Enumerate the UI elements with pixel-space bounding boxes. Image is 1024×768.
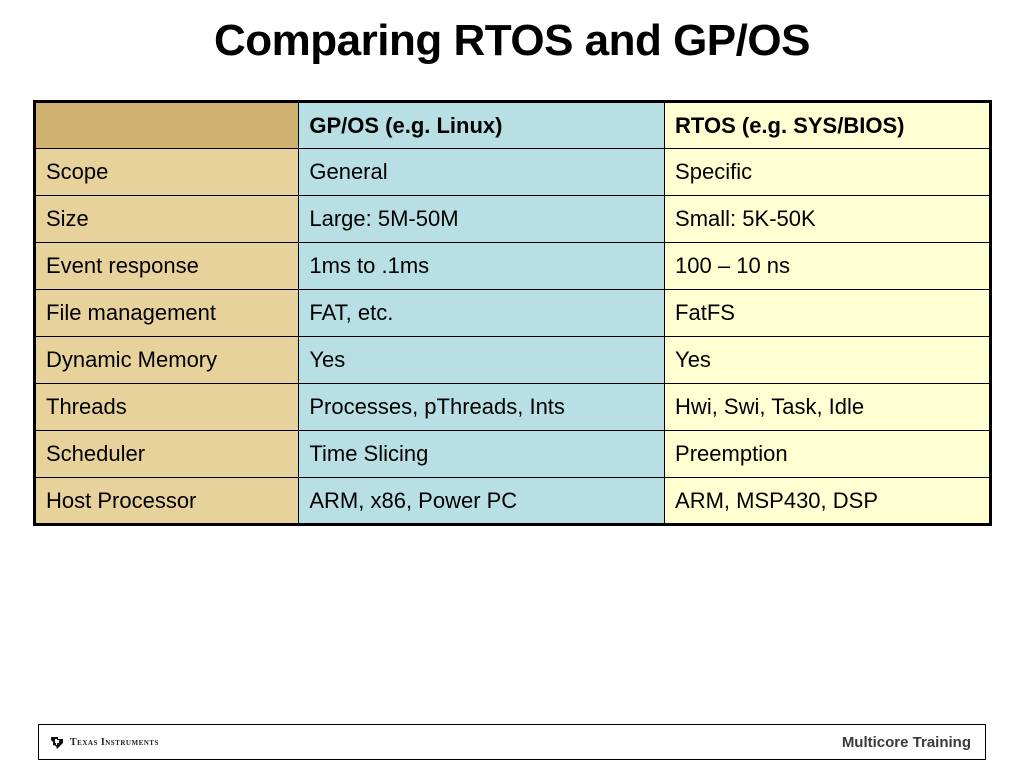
slide-title: Comparing RTOS and GP/OS bbox=[214, 16, 810, 65]
gpos-cell: Large: 5M-50M bbox=[298, 195, 666, 243]
row-label: Threads bbox=[33, 383, 300, 431]
table-row: Event response 1ms to .1ms 100 – 10 ns bbox=[33, 242, 991, 290]
rtos-cell: ARM, MSP430, DSP bbox=[664, 477, 991, 525]
ti-logo-text: Texas Instruments bbox=[70, 736, 159, 748]
row-label: Host Processor bbox=[33, 477, 300, 525]
rtos-cell: Preemption bbox=[664, 430, 991, 478]
row-label: Event response bbox=[33, 242, 300, 290]
gpos-cell: ARM, x86, Power PC bbox=[298, 477, 666, 525]
row-label: Dynamic Memory bbox=[33, 336, 300, 384]
rtos-cell: Small: 5K-50K bbox=[664, 195, 991, 243]
footer-course-label: Multicore Training bbox=[841, 733, 971, 751]
comparison-table: GP/OS (e.g. Linux) RTOS (e.g. SYS/BIOS) … bbox=[33, 100, 992, 526]
rtos-cell: Specific bbox=[664, 148, 991, 196]
table-row: Host Processor ARM, x86, Power PC ARM, M… bbox=[33, 477, 991, 525]
row-label: File management bbox=[33, 289, 300, 337]
gpos-cell: Processes, pThreads, Ints bbox=[298, 383, 666, 431]
gpos-cell: Yes bbox=[298, 336, 666, 384]
row-label: Scope bbox=[33, 148, 300, 196]
rtos-cell: FatFS bbox=[664, 289, 991, 337]
table-row: Dynamic Memory Yes Yes bbox=[33, 336, 991, 384]
rtos-cell: 100 – 10 ns bbox=[664, 242, 991, 290]
ti-logo-icon bbox=[51, 737, 63, 749]
table-header-row: GP/OS (e.g. Linux) RTOS (e.g. SYS/BIOS) bbox=[33, 101, 991, 149]
header-gpos: GP/OS (e.g. Linux) bbox=[298, 101, 666, 149]
row-label: Size bbox=[33, 195, 300, 243]
table-row: Threads Processes, pThreads, Ints Hwi, S… bbox=[33, 383, 991, 431]
table-row: Size Large: 5M-50M Small: 5K-50K bbox=[33, 195, 991, 243]
rtos-cell: Yes bbox=[664, 336, 991, 384]
ti-logo: Texas Instruments bbox=[49, 734, 159, 750]
table-row: Scope General Specific bbox=[33, 148, 991, 196]
table-row: Scheduler Time Slicing Preemption bbox=[33, 430, 991, 478]
header-corner-cell bbox=[33, 101, 300, 149]
header-rtos: RTOS (e.g. SYS/BIOS) bbox=[664, 101, 991, 149]
rtos-cell: Hwi, Swi, Task, Idle bbox=[664, 383, 991, 431]
footer-bar: Texas Instruments Multicore Training bbox=[38, 724, 986, 760]
gpos-cell: 1ms to .1ms bbox=[298, 242, 666, 290]
row-label: Scheduler bbox=[33, 430, 300, 478]
gpos-cell: FAT, etc. bbox=[298, 289, 666, 337]
gpos-cell: General bbox=[298, 148, 666, 196]
gpos-cell: Time Slicing bbox=[298, 430, 666, 478]
table-row: File management FAT, etc. FatFS bbox=[33, 289, 991, 337]
